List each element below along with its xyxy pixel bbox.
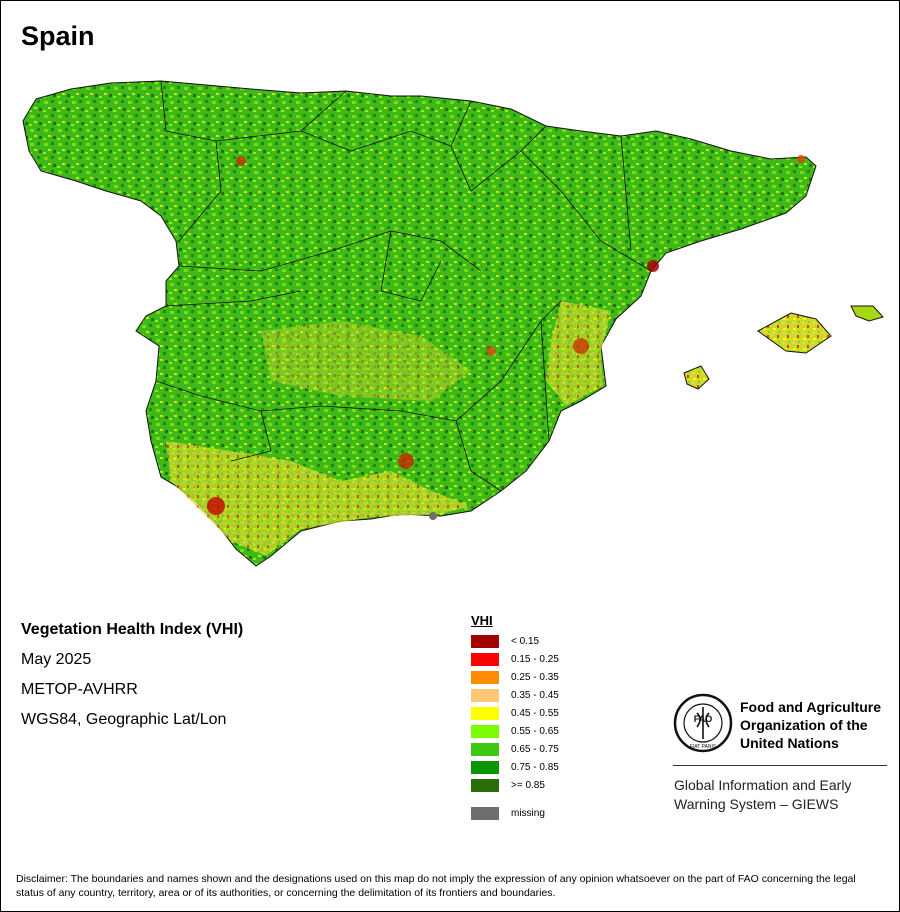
product-name: Vegetation Health Index (VHI) (21, 621, 244, 638)
org-divider (673, 765, 887, 766)
legend-label: >= 0.85 (511, 779, 545, 791)
legend-swatch (471, 688, 499, 702)
sensor-name: METOP-AVHRR (21, 681, 138, 698)
map-title: Spain (21, 21, 95, 51)
island-ibiza (683, 365, 710, 390)
org-name-line-3: United Nations (740, 735, 839, 751)
legend-label: 0.15 - 0.25 (511, 653, 559, 665)
legend-label: 0.45 - 0.55 (511, 707, 559, 719)
legend-row: 0.15 - 0.25 (471, 650, 559, 668)
giews-line-1: Global Information and Early (674, 777, 852, 793)
island-menorca (850, 305, 884, 322)
legend-row: 0.75 - 0.85 (471, 758, 559, 776)
legend-swatch (471, 634, 499, 648)
legend-row: >= 0.85 (471, 776, 559, 794)
org-name: Food and Agriculture Organization of the… (740, 698, 899, 752)
legend-label: 0.65 - 0.75 (511, 743, 559, 755)
legend-swatch (471, 742, 499, 756)
legend-label: 0.75 - 0.85 (511, 761, 559, 773)
org-name-line-1: Food and Agriculture (740, 699, 882, 715)
missing-patch (429, 512, 437, 520)
legend-label-missing: missing (511, 807, 545, 819)
legend-swatch (471, 706, 499, 720)
legend-title: VHI (471, 613, 493, 628)
projection-info: WGS84, Geographic Lat/Lon (21, 711, 227, 728)
hotspot (647, 260, 659, 272)
legend-swatch-missing (471, 806, 499, 820)
vhi-map (22, 80, 884, 567)
legend-swatch (471, 760, 499, 774)
logo-fao-text: FAO (694, 714, 713, 724)
legend-label: < 0.15 (511, 635, 540, 647)
island-mallorca (757, 312, 832, 354)
dry-zone-center (261, 321, 471, 401)
hotspot (207, 497, 225, 515)
legend-row: 0.65 - 0.75 (471, 740, 559, 758)
region-boundaries (155, 80, 652, 492)
logo-motto-text: FIAT PANIS (690, 744, 717, 750)
legend-row: < 0.15 (471, 632, 559, 650)
vhi-legend: VHI < 0.15 0.15 - 0.25 0.25 - 0.35 0.35 - 0… (471, 613, 559, 822)
dry-zone-south (166, 441, 471, 556)
giews-name: Global Information and Early Warning Sys… (674, 776, 894, 814)
legend-swatch (471, 670, 499, 684)
hotspot (398, 453, 414, 469)
giews-line-2: Warning System – GIEWS (674, 796, 839, 812)
org-name-line-2: Organization of the (740, 717, 868, 733)
legend-row: 0.35 - 0.45 (471, 686, 559, 704)
hotspot (573, 338, 589, 354)
legend-label: 0.35 - 0.45 (511, 689, 559, 701)
legend-swatch (471, 724, 499, 738)
disclaimer-text: Disclaimer: The boundaries and names sho… (16, 873, 856, 899)
legend-swatch (471, 652, 499, 666)
fao-logo-icon: FAO FIAT PANIS (673, 693, 733, 753)
hotspot (797, 155, 805, 163)
hotspot (236, 156, 246, 166)
legend-row: 0.45 - 0.55 (471, 704, 559, 722)
legend-row: 0.55 - 0.65 (471, 722, 559, 740)
legend-row-missing: missing (471, 804, 559, 822)
map-date: May 2025 (21, 651, 92, 668)
hotspot (486, 346, 496, 356)
legend-swatch (471, 778, 499, 792)
legend-label: 0.55 - 0.65 (511, 725, 559, 737)
legend-label: 0.25 - 0.35 (511, 671, 559, 683)
legend-row: 0.25 - 0.35 (471, 668, 559, 686)
